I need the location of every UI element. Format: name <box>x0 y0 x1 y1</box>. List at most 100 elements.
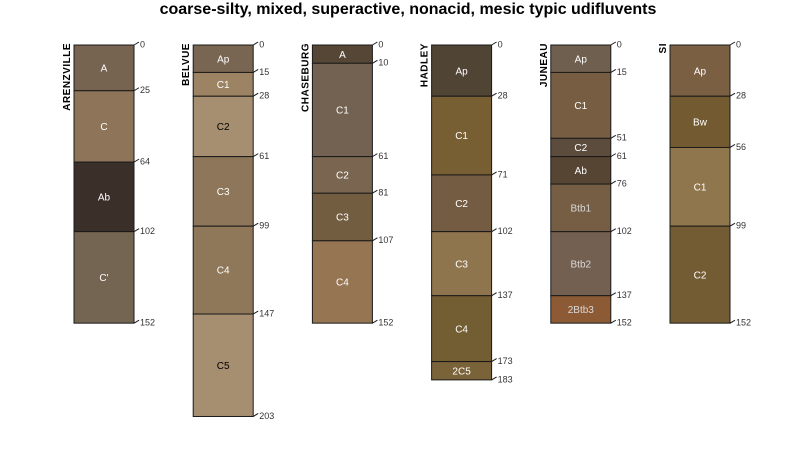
depth-tick <box>610 292 617 297</box>
depth-label: 203 <box>259 411 274 421</box>
depth-tick <box>252 69 259 73</box>
horizon-label: C <box>100 122 107 133</box>
horizon-ap-5-0 <box>669 44 731 97</box>
horizon-label: A <box>101 64 108 75</box>
depth-label: 15 <box>617 67 627 77</box>
horizon-c1-2-1 <box>311 62 373 158</box>
horizon-c1-4-1 <box>550 71 612 139</box>
depth-label: 25 <box>140 85 150 95</box>
depth-label: 10 <box>378 58 388 68</box>
horizon-label: C3 <box>455 259 468 270</box>
depth-label: 137 <box>498 290 513 300</box>
horizon-label: C2 <box>574 143 587 154</box>
depth-tick <box>610 69 617 73</box>
horizon-label: C2 <box>455 199 468 210</box>
horizon-label: C3 <box>336 213 349 224</box>
depth-tick <box>252 41 259 46</box>
depth-tick <box>491 292 497 297</box>
depth-label: 81 <box>378 188 388 198</box>
horizon-label: A <box>339 50 346 61</box>
profile-hadley: Ap C1 C2 C3 C4 2C5 0 28 71 102 137 173 183 HADLEY <box>420 39 513 384</box>
depth-tick <box>252 222 259 227</box>
depth-label: 147 <box>259 308 274 318</box>
horizon-label: C1 <box>694 182 707 193</box>
depth-label: 71 <box>498 169 508 179</box>
horizon-label: C' <box>99 273 108 284</box>
horizon-c2-2-2 <box>311 156 373 194</box>
depth-tick <box>491 228 497 233</box>
depth-label: 0 <box>140 39 145 49</box>
profile-belvue: Ap C1 C2 C3 C4 C5 0 15 28 61 99 147 203 BELVUE <box>181 39 274 420</box>
profile-juneau: Ap C1 C2 Ab Btb1 Btb2 2Btb3 0 15 51 61 76 102 137 152 J… <box>539 39 632 327</box>
horizon-label: C4 <box>217 266 230 277</box>
depth-tick <box>491 171 497 176</box>
horizon-label: 2Btb3 <box>568 305 595 316</box>
depth-tick <box>372 319 378 324</box>
depth-tick <box>252 310 259 315</box>
depth-label: 107 <box>378 235 393 245</box>
depth-label: 152 <box>617 318 632 328</box>
depth-label: 56 <box>736 142 746 152</box>
depth-label: 28 <box>498 91 508 101</box>
depth-label: 0 <box>259 39 264 49</box>
chart-title: coarse-silty, mixed, superactive, nonaci… <box>159 1 657 18</box>
profile-name-label: BELVUE <box>181 43 192 86</box>
depth-label: 152 <box>736 318 751 328</box>
horizon-label: Ap <box>575 54 588 65</box>
horizon-label: Bw <box>693 118 708 129</box>
depth-tick <box>491 92 497 97</box>
horizon-c4-1-4 <box>192 225 254 315</box>
horizon-label: Ap <box>694 66 707 77</box>
depth-tick <box>610 153 617 158</box>
profile-si: Ap Bw C1 C2 0 28 56 99 152 SI <box>658 39 751 327</box>
depth-label: 15 <box>259 67 269 77</box>
depth-label: 28 <box>259 91 269 101</box>
depth-tick <box>729 41 736 46</box>
depth-label: 28 <box>736 91 746 101</box>
horizon-label: C2 <box>694 270 707 281</box>
depth-tick <box>133 319 140 324</box>
horizon-label: C2 <box>336 171 349 182</box>
depth-tick <box>133 87 140 92</box>
depth-tick <box>372 237 378 242</box>
horizon-label: C3 <box>217 187 230 198</box>
depth-tick <box>133 41 140 46</box>
horizon-label: Btb1 <box>571 204 592 215</box>
depth-label: 0 <box>498 39 503 49</box>
horizon-c4-3-4 <box>431 295 493 363</box>
profile-arenzville: A C Ab C' 0 25 64 102 152 ARENZVILLE <box>62 39 155 327</box>
profile-name-label: SI <box>658 43 669 53</box>
depth-tick <box>729 222 736 227</box>
horizon-c3-3-3 <box>431 231 493 297</box>
depth-tick <box>372 189 378 194</box>
depth-tick <box>610 180 617 185</box>
depth-label: 102 <box>617 226 632 236</box>
depth-tick <box>610 228 617 233</box>
depth-label: 137 <box>617 290 632 300</box>
profile-name-label: JUNEAU <box>539 43 550 87</box>
depth-label: 61 <box>259 151 269 161</box>
profile-name-label: ARENZVILLE <box>62 43 73 111</box>
depth-tick <box>491 41 497 46</box>
horizon-bw-5-1 <box>669 95 731 148</box>
depth-tick <box>133 158 140 163</box>
horizon-ab-0-2 <box>73 161 135 233</box>
horizon-label: C4 <box>455 324 468 335</box>
horizon-label: Ap <box>217 54 230 65</box>
profile-name-label: HADLEY <box>420 43 431 87</box>
horizon-label: Ab <box>98 193 111 204</box>
depth-label: 183 <box>498 374 513 384</box>
horizon-2c5-3-5 <box>431 361 493 381</box>
horizon-label: C1 <box>217 80 230 91</box>
depth-label: 102 <box>498 226 513 236</box>
depth-label: 0 <box>617 39 622 49</box>
depth-label: 76 <box>617 178 627 188</box>
depth-tick <box>491 358 497 363</box>
horizon-c3-1-3 <box>192 156 254 227</box>
horizon-btb2-4-5 <box>550 231 612 297</box>
horizon-label: C1 <box>574 101 587 112</box>
depth-tick <box>133 228 140 233</box>
depth-tick <box>729 92 736 97</box>
depth-label: 0 <box>378 39 383 49</box>
depth-tick <box>372 153 378 158</box>
